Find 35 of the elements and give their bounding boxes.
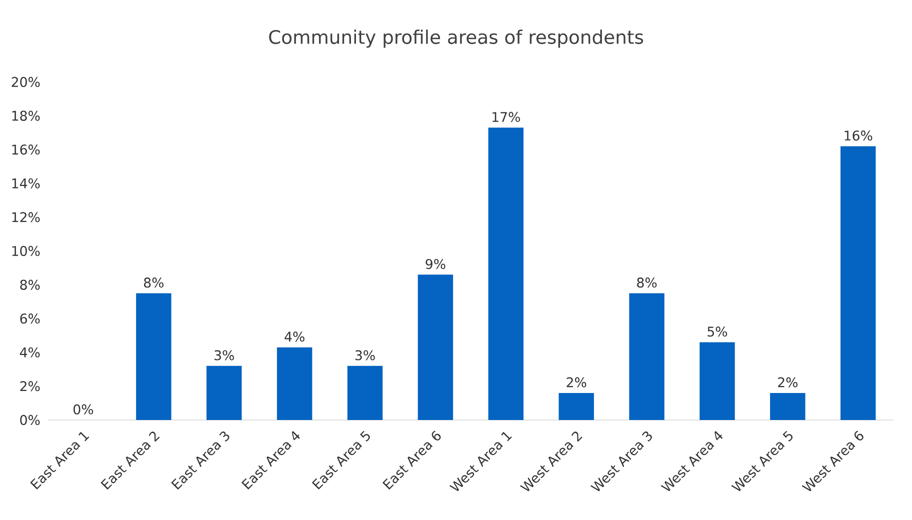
y-tick-label: 6% (20, 314, 40, 324)
chart-title: Community profile areas of respondents (269, 30, 644, 48)
data-label: 3% (214, 350, 234, 360)
bar (558, 392, 594, 420)
bar (488, 128, 524, 420)
data-label: 8% (637, 278, 657, 288)
data-label: 2% (778, 377, 798, 388)
y-tick-label: 16% (12, 144, 40, 155)
y-tick-label: 4% (20, 347, 40, 358)
bar (276, 347, 312, 420)
y-tick-label: 20% (12, 76, 40, 88)
bar (418, 274, 454, 420)
bar (136, 293, 172, 420)
data-label: 5% (708, 326, 728, 337)
y-tick-label: 2% (20, 381, 40, 392)
bar (629, 293, 664, 420)
bar (700, 342, 735, 420)
y-tick-label: 10% (12, 246, 40, 256)
data-label: 2% (566, 377, 586, 388)
data-label: 0% (74, 404, 94, 414)
data-label: 3% (355, 350, 375, 360)
y-tick-label: 18% (12, 110, 40, 121)
y-tick-label: 14% (12, 178, 40, 188)
y-tick-label: 8% (20, 280, 40, 290)
data-label: 4% (284, 332, 304, 342)
data-label: 9% (426, 258, 446, 270)
bar (347, 366, 383, 420)
bar (770, 392, 806, 420)
data-label: 16% (844, 130, 872, 141)
y-tick-label: 12% (12, 212, 40, 222)
bar (840, 146, 876, 420)
y-tick-label: 0% (20, 414, 40, 426)
data-label: 8% (144, 278, 164, 288)
bar (206, 366, 242, 420)
data-label: 17% (492, 112, 520, 122)
